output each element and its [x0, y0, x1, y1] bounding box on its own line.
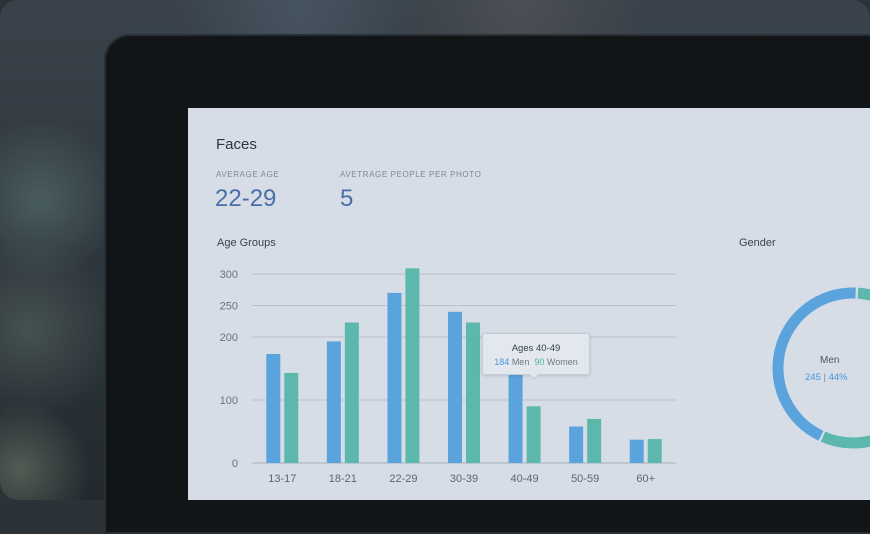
age-groups-title: Age Groups	[217, 237, 276, 249]
y-tick-label: 100	[220, 395, 238, 407]
donut-center-label: Men	[820, 355, 840, 366]
bar	[647, 439, 662, 463]
bar	[526, 406, 541, 463]
x-tick-label: 50-59	[571, 473, 599, 485]
donut-center-values: 245 | 44%	[805, 372, 848, 383]
x-tick-label: 60+	[636, 473, 655, 485]
y-tick-label: 300	[220, 269, 238, 281]
tooltip-women-value: 90	[534, 357, 545, 367]
bar	[284, 372, 299, 463]
bar	[508, 347, 523, 463]
tooltip-women-label: Women	[546, 357, 578, 367]
donut-men-percent: 44%	[828, 372, 848, 383]
tooltip-men-value: 184	[494, 357, 510, 367]
average-age-value: 22-29	[215, 185, 277, 212]
tooltip-men-label: Men	[511, 357, 530, 367]
tooltip-arrow-inner	[529, 373, 539, 378]
bar	[266, 354, 281, 463]
gender-donut-chart	[772, 287, 870, 449]
average-age-label: AVERAGE AGE	[216, 170, 280, 179]
y-tick-label: 200	[220, 332, 238, 344]
x-tick-label: 13-17	[268, 473, 296, 485]
x-tick-label: 30-39	[450, 473, 478, 485]
bar	[387, 292, 402, 463]
bar	[448, 311, 462, 463]
bar	[405, 268, 420, 463]
bar	[466, 322, 480, 463]
bar	[344, 322, 359, 463]
tooltip-title: Ages 40-49	[511, 343, 561, 354]
bar	[569, 426, 584, 463]
x-tick-label: 22-29	[389, 473, 417, 485]
bar-tooltip: Ages 40-49 184 Men 90 Women	[482, 333, 590, 380]
x-tick-label: 18-21	[329, 473, 357, 485]
bar	[587, 418, 602, 463]
x-tick-label: 40-49	[511, 473, 539, 485]
y-tick-label: 0	[232, 458, 238, 470]
people-per-photo-label: AVETRAGE PEOPLE PER PHOTO	[340, 170, 482, 179]
people-per-photo-value: 5	[340, 185, 354, 212]
donut-separator: |	[823, 372, 826, 383]
bar	[629, 439, 644, 463]
dashboard-screen: Faces AVERAGE AGE 22-29 AVETRAGE PEOPLE …	[188, 108, 870, 500]
y-tick-label: 250	[220, 301, 238, 313]
gender-title: Gender	[739, 237, 776, 249]
age-groups-bar-chart: 0 100 200 250 300 13-17 18-21 22-29 30-39 40-49 50…	[220, 268, 676, 485]
bar	[326, 341, 341, 463]
donut-men-count: 245	[805, 372, 821, 383]
page-title: Faces	[216, 136, 257, 153]
tooltip-values: 184 Men 90 Women	[483, 357, 589, 367]
donut-slice-men	[772, 287, 856, 441]
donut-slice-women	[820, 287, 870, 449]
